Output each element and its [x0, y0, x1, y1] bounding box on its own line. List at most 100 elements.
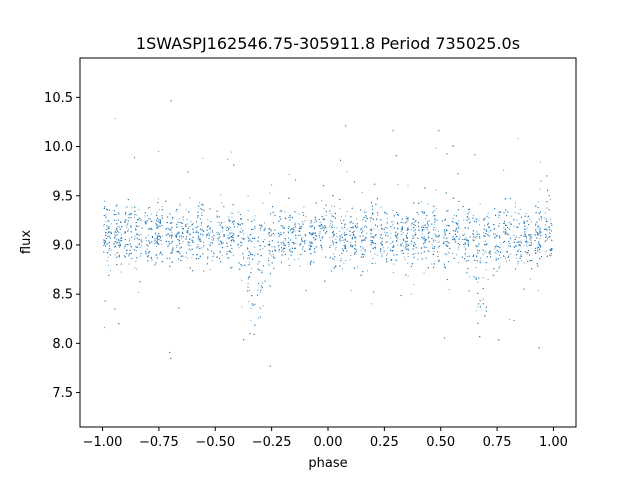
data-point	[221, 230, 223, 232]
data-point	[241, 242, 243, 244]
data-point	[498, 211, 500, 213]
data-point	[259, 270, 261, 272]
data-point	[148, 251, 150, 253]
data-point	[336, 236, 338, 238]
data-point	[531, 268, 533, 270]
data-point	[221, 222, 223, 224]
data-point	[549, 236, 551, 238]
data-point	[352, 226, 354, 228]
data-point	[192, 223, 194, 225]
data-point	[520, 216, 522, 218]
data-point	[119, 244, 121, 246]
data-point	[344, 234, 346, 236]
data-point	[510, 253, 512, 255]
data-point	[537, 227, 539, 229]
data-point	[103, 244, 105, 246]
data-point	[346, 228, 348, 230]
data-point	[110, 270, 112, 272]
data-point	[531, 242, 533, 244]
data-point	[508, 240, 510, 242]
data-point	[540, 245, 542, 247]
data-point	[119, 226, 121, 228]
data-point	[485, 310, 487, 312]
data-point	[150, 228, 152, 230]
data-point	[374, 246, 376, 248]
data-point	[433, 210, 435, 212]
data-point	[134, 267, 136, 269]
data-point	[351, 207, 353, 209]
data-point	[156, 246, 158, 248]
data-point	[293, 242, 295, 244]
data-point	[299, 227, 301, 229]
data-point	[311, 234, 313, 236]
data-point	[508, 234, 510, 236]
data-point	[365, 216, 367, 218]
data-point	[340, 260, 342, 262]
data-point	[312, 232, 314, 234]
data-point	[185, 236, 187, 238]
data-point	[213, 235, 215, 237]
data-point	[310, 220, 312, 222]
data-point	[354, 252, 356, 254]
data-point	[119, 246, 121, 248]
data-point	[109, 245, 110, 247]
data-point	[186, 232, 188, 234]
data-point	[315, 246, 317, 248]
data-point	[166, 228, 168, 230]
data-point	[469, 276, 471, 278]
data-point	[145, 251, 147, 253]
data-point	[537, 249, 539, 251]
data-point	[269, 235, 271, 237]
data-point	[546, 221, 548, 223]
data-point	[324, 225, 326, 227]
data-point	[250, 319, 252, 321]
data-point	[356, 218, 358, 220]
data-point	[475, 254, 477, 256]
data-point	[496, 234, 498, 236]
data-point	[437, 247, 439, 249]
data-point	[321, 224, 323, 226]
data-point	[228, 226, 230, 228]
data-point	[181, 255, 183, 257]
data-point	[211, 236, 213, 238]
data-point	[483, 231, 485, 233]
data-point	[288, 245, 290, 247]
data-point	[251, 268, 253, 270]
data-point	[303, 240, 305, 242]
data-point	[309, 232, 311, 234]
data-point	[160, 239, 162, 241]
data-point	[191, 224, 193, 226]
data-point	[195, 221, 197, 223]
data-point	[161, 254, 163, 256]
data-point	[401, 233, 403, 235]
data-point	[312, 234, 314, 236]
data-point	[254, 215, 256, 217]
data-point	[268, 234, 270, 236]
data-point	[467, 240, 469, 242]
data-point	[363, 238, 365, 240]
data-point	[156, 214, 158, 216]
data-point	[476, 256, 478, 258]
data-point	[428, 220, 430, 222]
data-point	[396, 235, 398, 237]
data-point	[287, 231, 289, 233]
data-point	[189, 197, 191, 199]
data-point	[390, 248, 392, 250]
data-point	[232, 238, 234, 240]
data-point	[340, 220, 342, 222]
data-point	[464, 233, 466, 235]
data-point	[386, 227, 388, 229]
data-point	[138, 219, 140, 221]
data-point	[476, 246, 478, 248]
data-point	[226, 227, 228, 229]
data-point	[270, 213, 272, 215]
data-point	[434, 221, 436, 223]
data-point	[457, 248, 459, 250]
data-point	[426, 227, 428, 229]
data-point	[350, 245, 352, 247]
data-point	[331, 236, 333, 238]
data-point	[539, 237, 541, 239]
data-point	[250, 252, 252, 254]
data-point	[227, 234, 229, 236]
data-point	[268, 228, 270, 230]
